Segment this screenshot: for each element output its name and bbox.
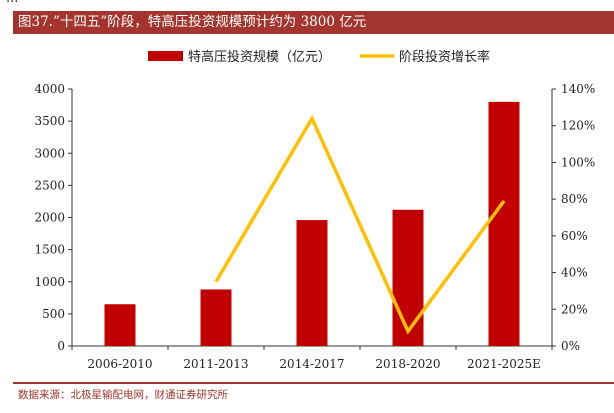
y-right-tick-label: 40% [561,266,588,280]
y-right-tick-label: 100% [561,155,595,169]
x-tick-label: 2014-2017 [279,357,344,371]
y-right-tick-label: 120% [561,119,595,133]
figure-title: 图37.”十四五”阶段，特高压投资规模预计约为 3800 亿元 [18,14,367,30]
y-left-tick-label: 0 [57,339,65,353]
y-left-tick-label: 3000 [34,146,65,160]
x-tick-label: 2006-2010 [87,357,152,371]
line-series [214,114,506,335]
y-right-tick-label: 60% [561,229,588,243]
top-cutoff-text: ... [0,0,614,10]
bar-series [104,101,520,346]
y-left-tick-label: 2000 [34,211,65,225]
y-left-tick-label: 500 [42,307,65,321]
y-right-tick-label: 20% [561,302,588,316]
y-left-tick-label: 2500 [34,178,65,192]
x-tick-label: 2018-2020 [375,357,440,371]
data-source: 数据来源：北极星输配电网，财通证券研究所 [18,389,228,401]
bar-2006-2010 [104,304,136,346]
y-right-tick-label: 80% [561,192,588,206]
growth-rate-line [214,114,506,335]
figure-title-bar: 图37.”十四五”阶段，特高压投资规模预计约为 3800 亿元 [13,11,614,34]
y-right-tick-label: 0% [561,339,580,353]
y-left-tick-label: 3500 [34,114,65,128]
bar-2014-2017 [296,220,328,346]
bar-2021-2025E [488,101,520,346]
y-left-tick-label: 1000 [34,275,65,289]
y-left-tick-label: 4000 [34,82,65,96]
y-right-tick-label: 140% [561,82,595,96]
x-tick-label: 2011-2013 [183,357,248,371]
legend-bar-label: 特高压投资规模（亿元） [188,49,331,65]
y-left-tick-label: 1500 [34,243,65,257]
x-tick-label: 2021-2025E [467,357,541,371]
legend-bar-swatch [148,51,183,61]
chart-legend: 特高压投资规模（亿元） 阶段投资增长率 [148,49,490,65]
bar-2018-2020 [392,209,424,346]
bottom-rule [13,382,614,384]
legend-line-label: 阶段投资增长率 [399,49,490,65]
chart-axes: 0 500 1000 1500 2000 2500 3000 3500 4000 0% 20% 40%… [34,82,595,371]
bar-2011-2013 [200,289,232,346]
